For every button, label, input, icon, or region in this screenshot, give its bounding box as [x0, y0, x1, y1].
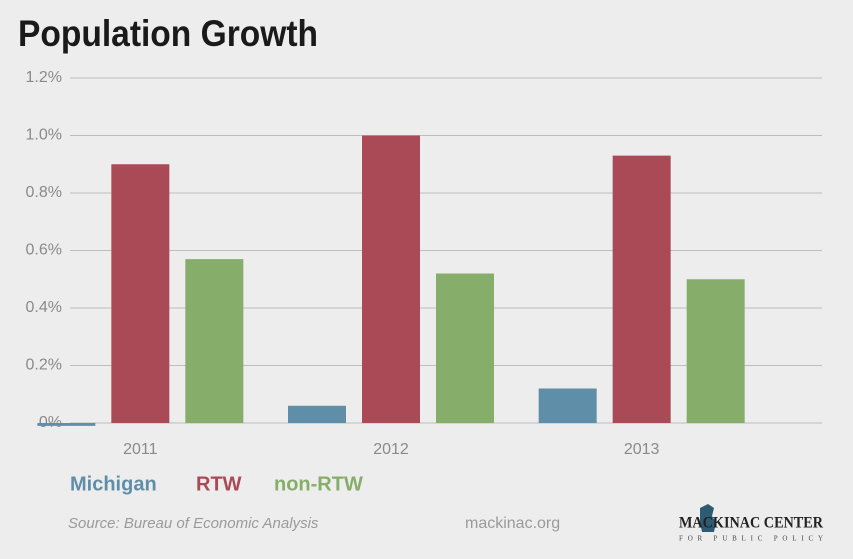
x-tick-label: 2013	[624, 441, 660, 458]
logo-tagline: FOR PUBLIC POLICY	[679, 535, 823, 543]
legend-label: RTW	[196, 473, 242, 495]
site: mackinac.org	[465, 515, 560, 532]
y-tick-label: 0.6%	[26, 242, 62, 259]
bar	[362, 135, 420, 423]
logo-icon	[700, 504, 716, 532]
y-tick-label: 1.0%	[26, 127, 62, 144]
bar	[185, 259, 244, 423]
legend-label: non-RTW	[274, 473, 363, 495]
logo-name: MACKINAC CENTER	[679, 515, 823, 532]
bar	[111, 164, 170, 423]
bar	[686, 279, 745, 423]
bar	[538, 388, 597, 423]
bar	[436, 273, 494, 423]
x-tick-label: 2012	[373, 441, 409, 458]
y-tick-label: 0%	[39, 414, 62, 431]
source: Source: Bureau of Economic Analysis	[68, 515, 319, 532]
y-tick-label: 0.4%	[26, 299, 62, 316]
y-tick-label: 0.2%	[26, 357, 62, 374]
y-tick-label: 1.2%	[26, 69, 62, 86]
y-tick-label: 0.8%	[26, 184, 62, 201]
bar	[288, 405, 346, 423]
chart-title: Population Growth	[18, 13, 318, 54]
bar	[37, 423, 96, 426]
x-tick-label: 2011	[123, 441, 158, 458]
bar	[612, 155, 671, 423]
legend-label: Michigan	[70, 473, 157, 495]
